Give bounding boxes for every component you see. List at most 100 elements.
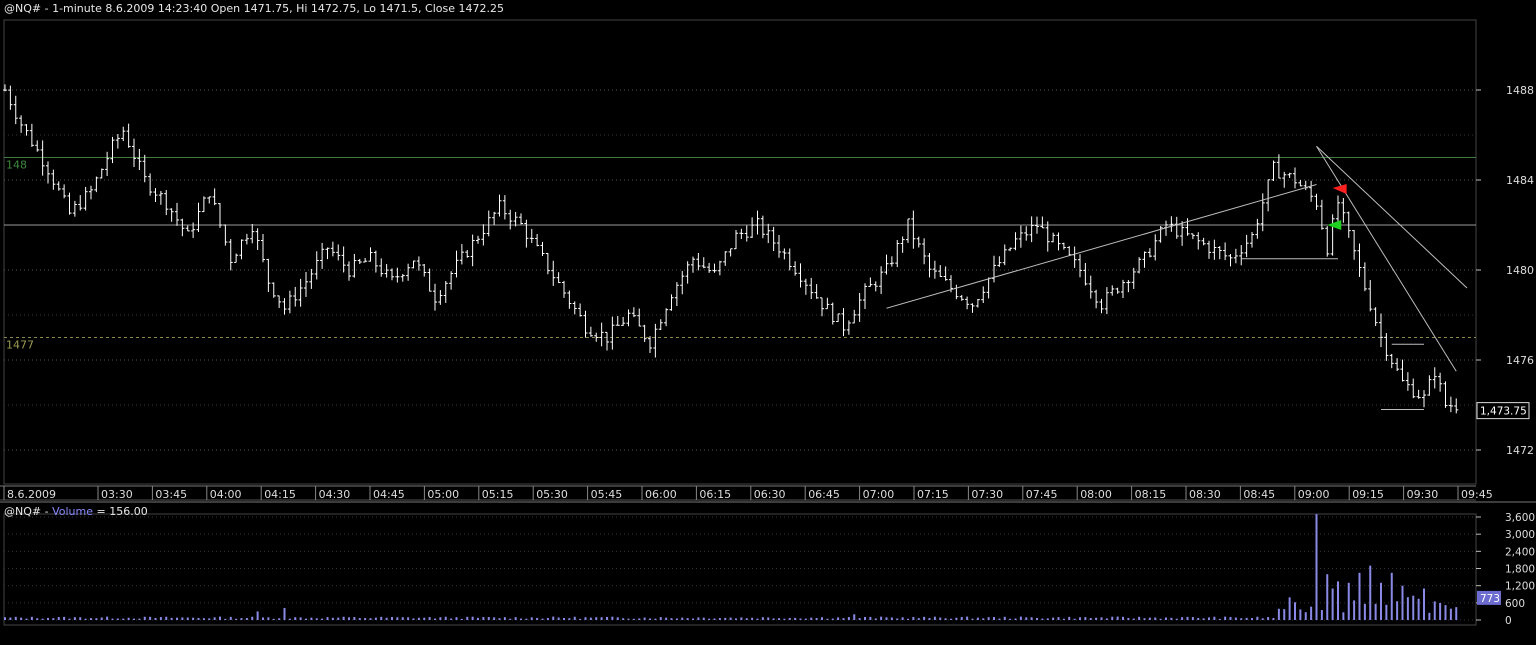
volume-bar — [278, 618, 281, 620]
volume-bar — [976, 617, 979, 620]
volume-bar — [1272, 618, 1275, 620]
ohlc-bar — [1169, 216, 1174, 232]
ohlc-bar — [744, 225, 749, 242]
volume-bar — [20, 617, 23, 620]
time-axis-label: 06:00 — [645, 488, 677, 501]
volume-bar — [1122, 616, 1124, 620]
ohlc-bar — [497, 194, 502, 217]
ohlc-bar — [137, 148, 142, 171]
ohlc-bar — [513, 211, 518, 227]
ohlc-bar — [298, 278, 303, 307]
ohlc-bar — [637, 308, 642, 327]
ohlc-bar — [1352, 230, 1357, 260]
ohlc-bar — [615, 315, 620, 326]
ohlc-bar — [1201, 237, 1206, 246]
volume-bar — [563, 618, 565, 620]
ohlc-bar — [771, 226, 776, 252]
volume-bar — [1288, 597, 1291, 620]
trend-line — [1316, 145, 1468, 289]
ohlc-bar — [110, 136, 115, 164]
ohlc-bar — [545, 252, 550, 275]
ohlc-bar — [755, 210, 760, 235]
volume-bar — [1138, 616, 1141, 620]
ohlc-bar — [1207, 240, 1211, 259]
ohlc-bar — [1282, 171, 1287, 188]
ohlc-bar — [723, 251, 728, 266]
volume-bar — [520, 618, 522, 620]
ohlc-bar — [1427, 375, 1432, 396]
volume-bar — [1143, 618, 1146, 620]
ohlc-bar — [1373, 307, 1378, 327]
volume-bar — [1363, 603, 1366, 620]
volume-bar — [1380, 582, 1382, 620]
volume-bar — [864, 616, 866, 620]
volume-bar — [267, 617, 270, 620]
volume-bar — [434, 618, 436, 620]
volume-bar — [176, 617, 178, 620]
volume-bar — [1036, 617, 1038, 620]
ohlc-bar — [701, 257, 706, 269]
volume-bar — [460, 618, 463, 620]
ohlc-bar — [287, 290, 292, 314]
ohlc-bar — [524, 219, 529, 248]
last-volume-box — [1477, 590, 1501, 605]
volume-bar — [573, 616, 576, 620]
ohlc-bar — [56, 181, 61, 191]
volume-bar — [63, 616, 66, 620]
ohlc-bar — [1432, 367, 1437, 389]
ohlc-bar — [433, 283, 437, 311]
ohlc-bar — [1368, 280, 1373, 312]
ohlc-bar — [642, 324, 647, 342]
ohlc-bar — [707, 262, 712, 273]
volume-bar — [778, 618, 780, 620]
ohlc-bar — [986, 277, 991, 299]
ohlc-bar — [492, 211, 497, 225]
volume-bar — [729, 617, 732, 620]
volume-axis-label: 600 — [1505, 598, 1525, 610]
volume-bar — [213, 617, 216, 620]
price-axis-label: 1484 — [1506, 174, 1534, 187]
volume-axis-label: 3,600 — [1505, 512, 1535, 524]
volume-bar — [1170, 617, 1173, 620]
ohlc-bar — [846, 320, 851, 335]
volume-bar — [794, 617, 797, 620]
volume-bar — [1326, 574, 1329, 620]
price-plot-frame — [3, 19, 1477, 485]
sell-arrow-icon — [1332, 184, 1347, 194]
volume-bar — [1337, 581, 1339, 620]
volume-bar — [423, 617, 426, 620]
ohlc-bar — [895, 240, 900, 268]
volume-bar — [767, 617, 770, 620]
volume-bar — [116, 618, 119, 620]
volume-bar — [79, 617, 82, 620]
ohlc-bar — [868, 277, 873, 287]
volume-bar — [1019, 616, 1022, 620]
ohlc-bar — [1395, 358, 1400, 372]
volume-bar — [885, 617, 888, 620]
volume-bar — [25, 618, 28, 620]
level-label-1477: 1477 — [6, 339, 34, 352]
ohlc-bar — [1190, 233, 1195, 240]
ohlc-bar — [1276, 154, 1281, 179]
volume-bar — [407, 617, 410, 620]
ohlc-bar — [1153, 234, 1158, 261]
volume-bar — [692, 618, 694, 620]
time-axis-label: 06:45 — [808, 488, 840, 501]
volume-bar — [455, 617, 458, 620]
ohlc-bar — [1126, 280, 1131, 293]
volume-bar — [1439, 602, 1442, 620]
header-info: - 1-minute 8.6.2009 14:23:40 Open 1471.7… — [41, 2, 504, 15]
volume-bar — [1406, 597, 1409, 620]
trend-line — [886, 184, 1317, 309]
volume-bar — [1105, 618, 1108, 620]
ohlc-bar — [201, 196, 206, 213]
ohlc-bar — [1346, 211, 1351, 238]
volume-bar — [143, 616, 146, 620]
ohlc-bar — [1314, 193, 1319, 210]
volume-bar — [1100, 617, 1103, 620]
ohlc-bar — [1239, 245, 1244, 266]
volume-bar — [557, 617, 560, 620]
ohlc-bar — [438, 290, 443, 305]
ohlc-bar — [476, 235, 480, 244]
